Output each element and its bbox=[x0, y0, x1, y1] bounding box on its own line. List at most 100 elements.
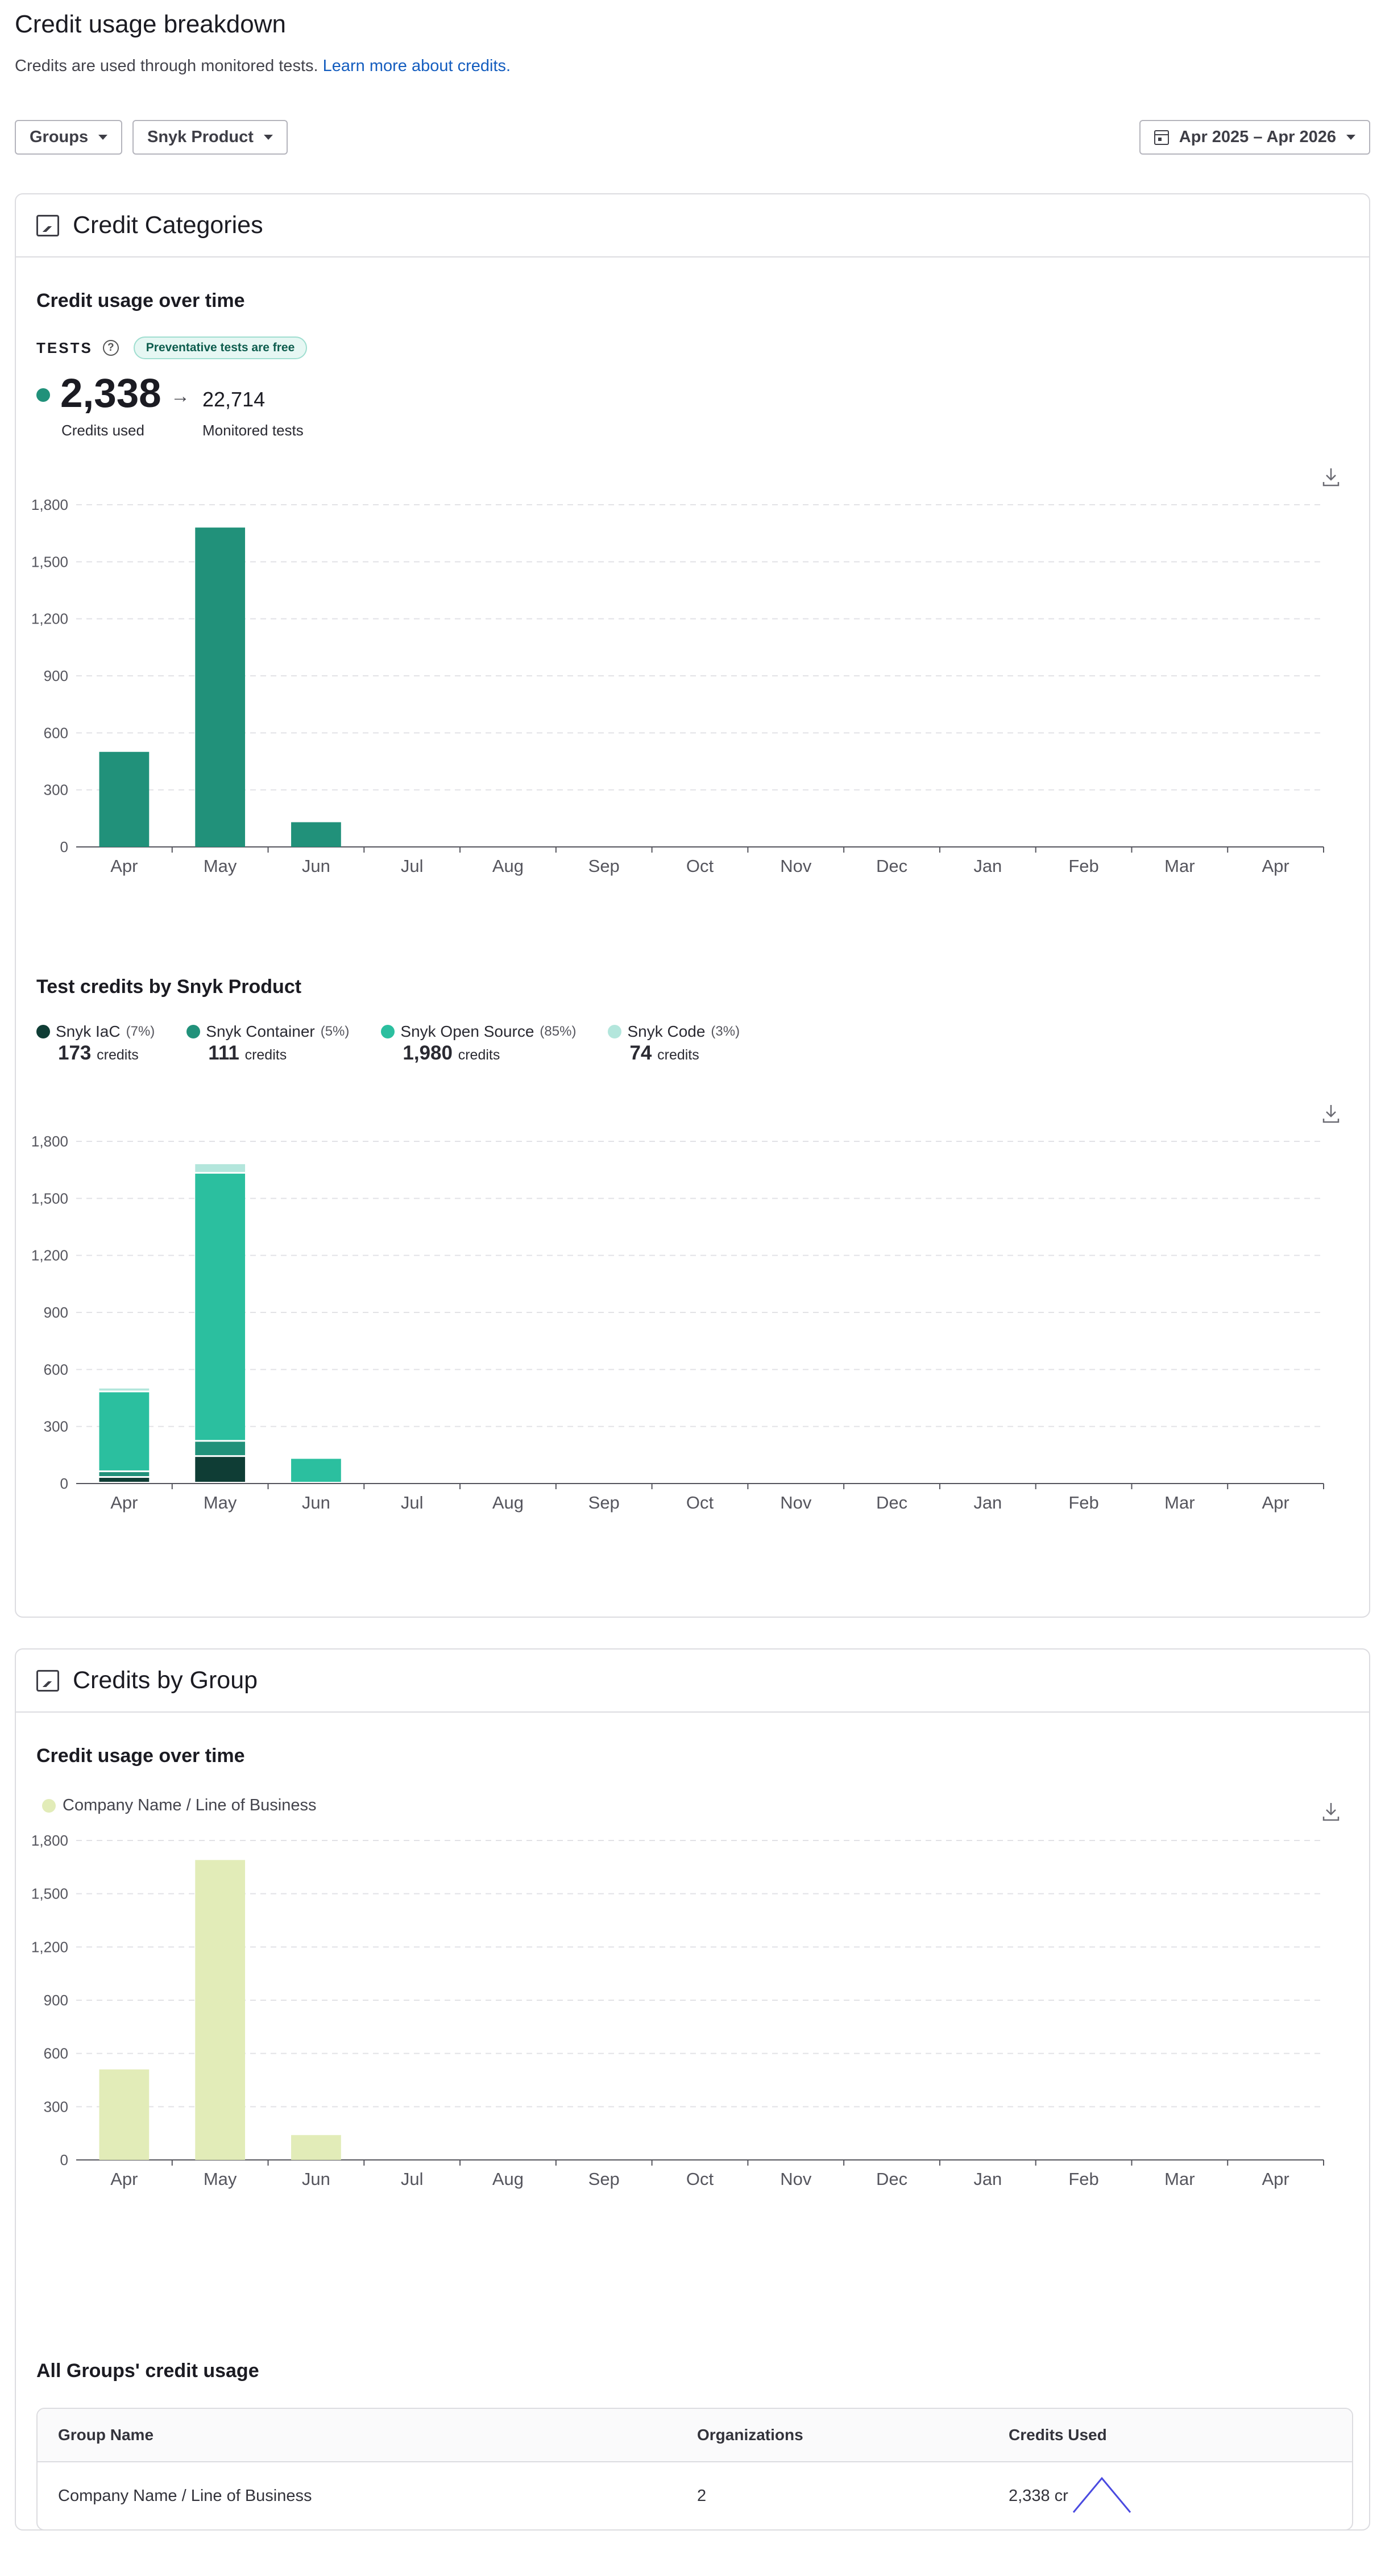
caret-down-icon bbox=[98, 135, 108, 140]
col-header-credits[interactable]: Credits Used bbox=[1009, 2426, 1107, 2444]
groups-table: Group Name Organizations Credits Used Co… bbox=[36, 2408, 1353, 2531]
y-tick-label: 900 bbox=[44, 1992, 68, 2009]
card-title: Credits by Group bbox=[73, 1667, 258, 1694]
bar-jun[interactable] bbox=[291, 1459, 341, 1482]
x-tick-label: Sep bbox=[588, 2169, 620, 2189]
credit-usage-chart: 0 300 600 900 1,200 1,500 1,800 Apr May Jun Jul Aug… bbox=[31, 496, 1324, 876]
x-tick-label: Dec bbox=[876, 856, 907, 876]
legend-name: Snyk Open Source bbox=[400, 1023, 534, 1040]
all-groups-title: All Groups' credit usage bbox=[36, 2360, 259, 2382]
legend-value: 74 bbox=[629, 1042, 652, 1064]
cell-orgs: 2 bbox=[697, 2486, 707, 2505]
x-tick-label: Sep bbox=[588, 1493, 620, 1513]
x-tick-label: Mar bbox=[1164, 2169, 1195, 2189]
x-tick-label: Dec bbox=[876, 2169, 907, 2189]
x-tick-label: Apr bbox=[110, 2169, 138, 2189]
legend-item-iac[interactable]: Snyk IaC (7%) 173 credits bbox=[36, 1023, 155, 1065]
table-header: Group Name Organizations Credits Used bbox=[38, 2409, 1352, 2462]
card-header: Credit Categories bbox=[16, 194, 1369, 257]
groups-dropdown[interactable]: Groups bbox=[15, 120, 123, 155]
x-tick-label: Jun bbox=[302, 856, 330, 876]
x-tick-label: Mar bbox=[1164, 856, 1195, 876]
x-tick-label: Jul bbox=[401, 1493, 424, 1513]
y-tick-label: 1,800 bbox=[31, 496, 68, 513]
group-usage-title: Credit usage over time bbox=[36, 1745, 245, 1767]
table-row[interactable]: Company Name / Line of Business 2 2,338 … bbox=[38, 2462, 1352, 2529]
bar-may[interactable] bbox=[195, 527, 246, 847]
legend-name: Snyk IaC bbox=[56, 1023, 121, 1040]
bar-apr[interactable] bbox=[99, 1472, 150, 1476]
bar-apr[interactable] bbox=[99, 2069, 150, 2160]
page-subtitle: Credits are used through monitored tests… bbox=[15, 57, 511, 76]
x-tick-label: Jul bbox=[401, 2169, 424, 2189]
help-icon[interactable]: ? bbox=[102, 340, 119, 356]
x-tick-label: Feb bbox=[1068, 856, 1098, 876]
legend-item-open-source[interactable]: Snyk Open Source (85%) 1,980 credits bbox=[381, 1023, 576, 1065]
date-range-dropdown[interactable]: Apr 2025 – Apr 2026 bbox=[1139, 120, 1370, 155]
x-tick-label: Apr bbox=[1262, 856, 1289, 876]
x-tick-label: Apr bbox=[1262, 2169, 1289, 2189]
group-legend[interactable]: Company Name / Line of Business bbox=[42, 1796, 317, 1815]
bar-may[interactable] bbox=[195, 1457, 246, 1482]
product-dropdown-label: Snyk Product bbox=[147, 128, 254, 146]
x-tick-label: Apr bbox=[110, 856, 138, 876]
x-tick-label: Nov bbox=[780, 2169, 812, 2189]
product-credits-chart: 0 300 600 900 1,200 1,500 1,800 Apr May Jun Jul Aug… bbox=[31, 1133, 1324, 1513]
learn-more-link[interactable]: Learn more about credits. bbox=[322, 57, 511, 75]
bar-may[interactable] bbox=[195, 1860, 246, 2160]
x-tick-label: Jan bbox=[973, 856, 1002, 876]
page-title: Credit usage breakdown bbox=[15, 10, 286, 38]
legend-value: 1,980 bbox=[403, 1042, 453, 1064]
bar-apr[interactable] bbox=[99, 751, 150, 847]
download-icon[interactable] bbox=[1321, 1103, 1341, 1124]
product-credits-title: Test credits by Snyk Product bbox=[36, 976, 302, 998]
download-icon[interactable] bbox=[1321, 466, 1341, 488]
bar-apr[interactable] bbox=[99, 1477, 150, 1482]
legend-item-code[interactable]: Snyk Code (3%) 74 credits bbox=[608, 1023, 740, 1065]
y-tick-label: 0 bbox=[60, 838, 68, 855]
bar-apr[interactable] bbox=[99, 1392, 150, 1470]
y-tick-label: 300 bbox=[44, 782, 68, 799]
download-icon[interactable] bbox=[1321, 1801, 1341, 1822]
page-subtitle-text: Credits are used through monitored tests… bbox=[15, 57, 318, 75]
legend-name: Snyk Code bbox=[627, 1023, 706, 1040]
x-tick-label: Jun bbox=[302, 1493, 330, 1513]
image-icon bbox=[36, 214, 59, 236]
bar-may[interactable] bbox=[195, 1164, 246, 1172]
group-legend-label: Company Name / Line of Business bbox=[63, 1796, 317, 1814]
bar-jun[interactable] bbox=[291, 2135, 341, 2160]
x-tick-label: Feb bbox=[1068, 2169, 1098, 2189]
y-tick-label: 900 bbox=[44, 1304, 68, 1321]
legend-dot bbox=[608, 1025, 622, 1038]
x-tick-label: Apr bbox=[110, 1493, 138, 1513]
group-credits-chart: 0 300 600 900 1,200 1,500 1,800 Apr May Jun Jul Aug… bbox=[31, 1832, 1324, 2189]
legend-name: Snyk Container bbox=[206, 1023, 315, 1040]
credits-used-value: 2,338 bbox=[60, 371, 161, 416]
bar-may[interactable] bbox=[195, 1173, 246, 1440]
arrow-right-icon: → bbox=[171, 385, 190, 407]
credits-sparkline bbox=[1072, 2477, 1131, 2513]
col-header-orgs[interactable]: Organizations bbox=[697, 2426, 803, 2444]
legend-item-container[interactable]: Snyk Container (5%) 111 credits bbox=[186, 1023, 349, 1065]
x-tick-label: Aug bbox=[492, 856, 524, 876]
x-tick-label: May bbox=[204, 2169, 237, 2189]
bar-jun[interactable] bbox=[291, 822, 341, 847]
bar-apr[interactable] bbox=[99, 1388, 150, 1391]
credits-used-label: Credits used bbox=[61, 422, 144, 439]
caret-down-icon bbox=[263, 135, 273, 140]
legend-value: 111 bbox=[208, 1042, 239, 1064]
y-tick-label: 600 bbox=[44, 2045, 68, 2062]
x-tick-label: Jul bbox=[401, 856, 424, 876]
cell-group-name: Company Name / Line of Business bbox=[58, 2486, 312, 2505]
x-tick-label: Oct bbox=[686, 2169, 714, 2189]
product-dropdown[interactable]: Snyk Product bbox=[132, 120, 288, 155]
y-tick-label: 1,500 bbox=[31, 1885, 68, 1902]
y-tick-label: 0 bbox=[60, 2151, 68, 2168]
bar-may[interactable] bbox=[195, 1441, 246, 1456]
col-header-group[interactable]: Group Name bbox=[58, 2426, 154, 2444]
monitored-tests-value: 22,714 bbox=[202, 388, 266, 411]
y-tick-label: 1,500 bbox=[31, 1190, 68, 1207]
x-tick-label: Jan bbox=[973, 2169, 1002, 2189]
caret-down-icon bbox=[1346, 135, 1355, 140]
legend-dot bbox=[42, 1798, 56, 1813]
